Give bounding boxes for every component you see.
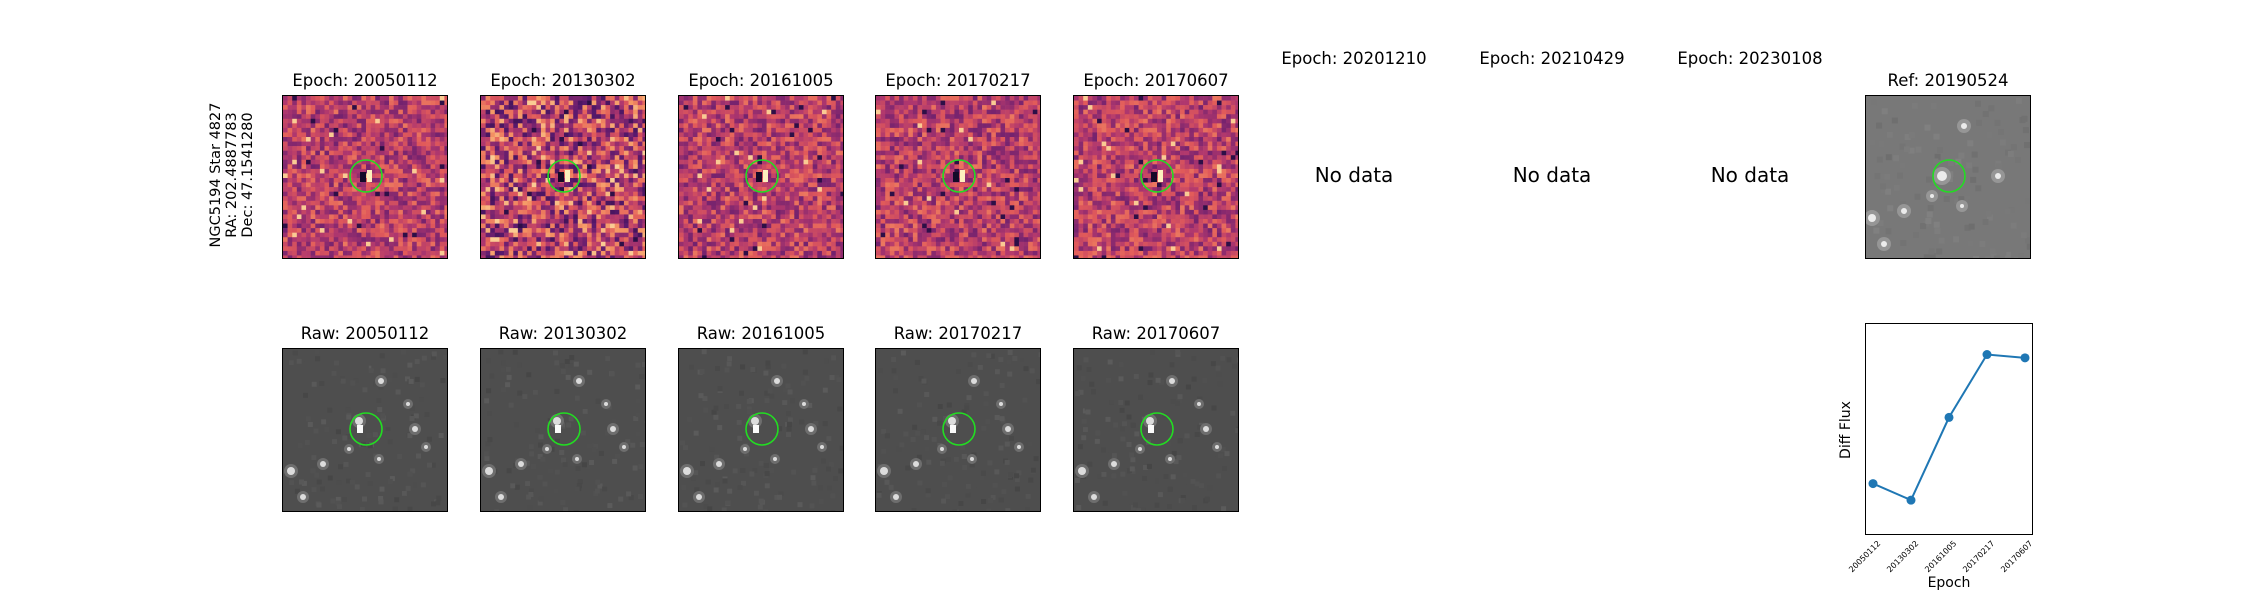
raw-title: Raw: 20170607 <box>1091 324 1221 343</box>
flux-x-tick-label: 20170607 <box>1999 539 2035 575</box>
raw-image <box>282 348 448 512</box>
flux-y-axis-label: Diff Flux <box>1838 401 1854 459</box>
epoch-title: Epoch: 20130302 <box>490 71 636 90</box>
flux-x-tick-label: 20050112 <box>1847 539 1883 575</box>
raw-title: Raw: 20050112 <box>300 324 430 343</box>
epoch-title: Epoch: 20210429 <box>1479 49 1625 68</box>
epoch-title: Epoch: 20170607 <box>1083 71 1229 90</box>
epoch-title: Epoch: 20050112 <box>292 71 438 90</box>
epoch-title: Epoch: 20161005 <box>688 71 834 90</box>
epoch-title: Epoch: 20201210 <box>1281 49 1427 68</box>
epoch-diff-image <box>480 95 646 259</box>
epoch-title: Epoch: 20230108 <box>1677 49 1823 68</box>
no-data-text: No data <box>1314 163 1394 187</box>
star-ra: RA: 202.4887783 <box>224 112 240 238</box>
flux-x-axis-label: Epoch <box>1927 575 1971 591</box>
diff-flux-plot <box>1865 323 2033 538</box>
diff-flux-chart <box>1868 350 2030 538</box>
flux-point <box>1944 412 1954 422</box>
star-dec: Dec: 47.1541280 <box>240 112 256 238</box>
raw-image <box>875 348 1041 512</box>
raw-title: Raw: 20161005 <box>696 324 826 343</box>
raw-image <box>480 348 646 512</box>
raw-image <box>1073 348 1239 512</box>
flux-series-line <box>1872 353 2026 502</box>
no-data-text: No data <box>1512 163 1592 187</box>
flux-x-tick-label: 20161005 <box>1923 539 1959 575</box>
raw-title: Raw: 20130302 <box>498 324 628 343</box>
flux-point <box>2020 353 2030 363</box>
epoch-diff-image <box>1073 95 1239 259</box>
epoch-diff-image <box>282 95 448 259</box>
star-name: NGC5194 Star 4827 <box>208 102 224 248</box>
flux-point <box>1906 495 1916 505</box>
raw-title: Raw: 20170217 <box>893 324 1023 343</box>
ref-image <box>1865 95 2031 259</box>
flux-point <box>1982 350 1992 360</box>
raw-image <box>678 348 844 512</box>
epoch-diff-image <box>875 95 1041 259</box>
epoch-diff-image <box>678 95 844 259</box>
ref-title: Ref: 20190524 <box>1887 71 2009 90</box>
star-info-label: NGC5194 Star 4827 RA: 202.4887783 Dec: 4… <box>208 103 256 248</box>
flux-x-tick-label: 20130302 <box>1885 539 1921 575</box>
flux-point <box>1868 479 1878 489</box>
epoch-title: Epoch: 20170217 <box>885 71 1031 90</box>
flux-x-tick-label: 20170217 <box>1961 539 1997 575</box>
no-data-text: No data <box>1710 163 1790 187</box>
